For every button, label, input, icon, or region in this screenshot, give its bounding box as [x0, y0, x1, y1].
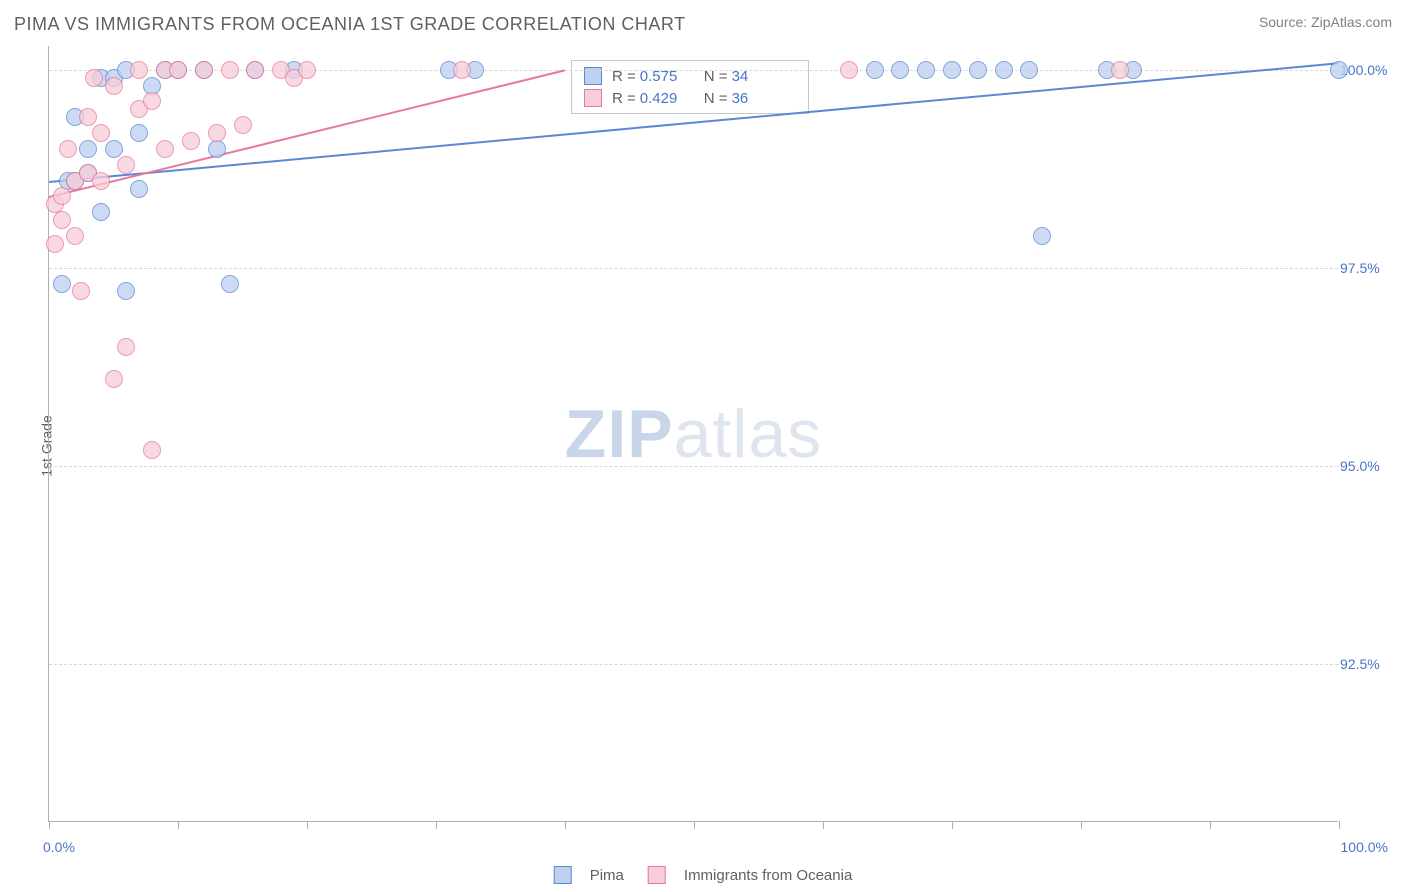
- legend-swatch: [554, 866, 572, 884]
- data-point: [92, 124, 110, 142]
- x-tick: [307, 821, 308, 829]
- data-point: [72, 282, 90, 300]
- data-point: [53, 275, 71, 293]
- r-label: R =: [612, 90, 636, 107]
- watermark-light: atlas: [674, 396, 823, 472]
- r-value: 0.429: [640, 90, 704, 107]
- data-point: [208, 124, 226, 142]
- y-tick-label: 95.0%: [1340, 458, 1398, 474]
- data-point: [53, 187, 71, 205]
- x-tick: [1339, 821, 1340, 829]
- data-point: [891, 61, 909, 79]
- gridline: [49, 466, 1338, 467]
- data-point: [169, 61, 187, 79]
- data-point: [298, 61, 316, 79]
- data-point: [117, 338, 135, 356]
- x-tick: [565, 821, 566, 829]
- data-point: [105, 140, 123, 158]
- stats-row: R =0.429N =36: [572, 87, 808, 109]
- data-point: [453, 61, 471, 79]
- legend-swatch: [648, 866, 666, 884]
- data-point: [221, 275, 239, 293]
- stats-box: R =0.575N =34R =0.429N =36: [571, 60, 809, 114]
- data-point: [1033, 227, 1051, 245]
- series-swatch: [584, 89, 602, 107]
- data-point: [156, 140, 174, 158]
- data-point: [79, 140, 97, 158]
- data-point: [105, 77, 123, 95]
- legend-item: Immigrants from Oceania: [648, 866, 852, 884]
- watermark-bold: ZIP: [565, 396, 674, 472]
- data-point: [1330, 61, 1348, 79]
- x-axis-min-label: 0.0%: [43, 839, 75, 855]
- correlation-chart: PIMA VS IMMIGRANTS FROM OCEANIA 1ST GRAD…: [0, 0, 1406, 892]
- data-point: [943, 61, 961, 79]
- data-point: [117, 156, 135, 174]
- data-point: [46, 235, 64, 253]
- data-point: [917, 61, 935, 79]
- trend-line: [49, 70, 565, 199]
- data-point: [866, 61, 884, 79]
- x-tick: [694, 821, 695, 829]
- x-tick: [178, 821, 179, 829]
- data-point: [92, 172, 110, 190]
- data-point: [105, 370, 123, 388]
- chart-title: PIMA VS IMMIGRANTS FROM OCEANIA 1ST GRAD…: [14, 14, 686, 35]
- stats-row: R =0.575N =34: [572, 65, 808, 87]
- x-tick: [436, 821, 437, 829]
- source-attribution: Source: ZipAtlas.com: [1259, 14, 1392, 30]
- data-point: [130, 61, 148, 79]
- x-tick: [49, 821, 50, 829]
- data-point: [92, 203, 110, 221]
- legend-label: Immigrants from Oceania: [684, 867, 852, 884]
- data-point: [79, 108, 97, 126]
- source-label: Source:: [1259, 14, 1307, 30]
- n-label: N =: [704, 90, 728, 107]
- gridline: [49, 664, 1338, 665]
- data-point: [1111, 61, 1129, 79]
- data-point: [53, 211, 71, 229]
- x-tick: [823, 821, 824, 829]
- data-point: [117, 282, 135, 300]
- source-name: ZipAtlas.com: [1311, 14, 1392, 30]
- data-point: [130, 180, 148, 198]
- x-tick: [1210, 821, 1211, 829]
- data-point: [195, 61, 213, 79]
- legend-item: Pima: [554, 866, 624, 884]
- plot-area: ZIPatlas R =0.575N =34R =0.429N =36 0.0%…: [48, 46, 1338, 822]
- gridline: [49, 268, 1338, 269]
- data-point: [208, 140, 226, 158]
- x-axis-max-label: 100.0%: [1341, 839, 1388, 855]
- data-point: [143, 92, 161, 110]
- y-tick-label: 92.5%: [1340, 656, 1398, 672]
- n-value: 36: [732, 90, 796, 107]
- data-point: [59, 140, 77, 158]
- data-point: [182, 132, 200, 150]
- data-point: [234, 116, 252, 134]
- x-tick: [1081, 821, 1082, 829]
- data-point: [969, 61, 987, 79]
- data-point: [143, 441, 161, 459]
- data-point: [130, 124, 148, 142]
- gridline: [49, 70, 1338, 71]
- data-point: [995, 61, 1013, 79]
- data-point: [840, 61, 858, 79]
- data-point: [1020, 61, 1038, 79]
- data-point: [66, 227, 84, 245]
- legend: Pima Immigrants from Oceania: [554, 866, 853, 884]
- y-tick-label: 100.0%: [1340, 62, 1398, 78]
- data-point: [246, 61, 264, 79]
- watermark: ZIPatlas: [565, 395, 822, 473]
- data-point: [85, 69, 103, 87]
- y-tick-label: 97.5%: [1340, 260, 1398, 276]
- x-tick: [952, 821, 953, 829]
- data-point: [221, 61, 239, 79]
- legend-label: Pima: [590, 867, 624, 884]
